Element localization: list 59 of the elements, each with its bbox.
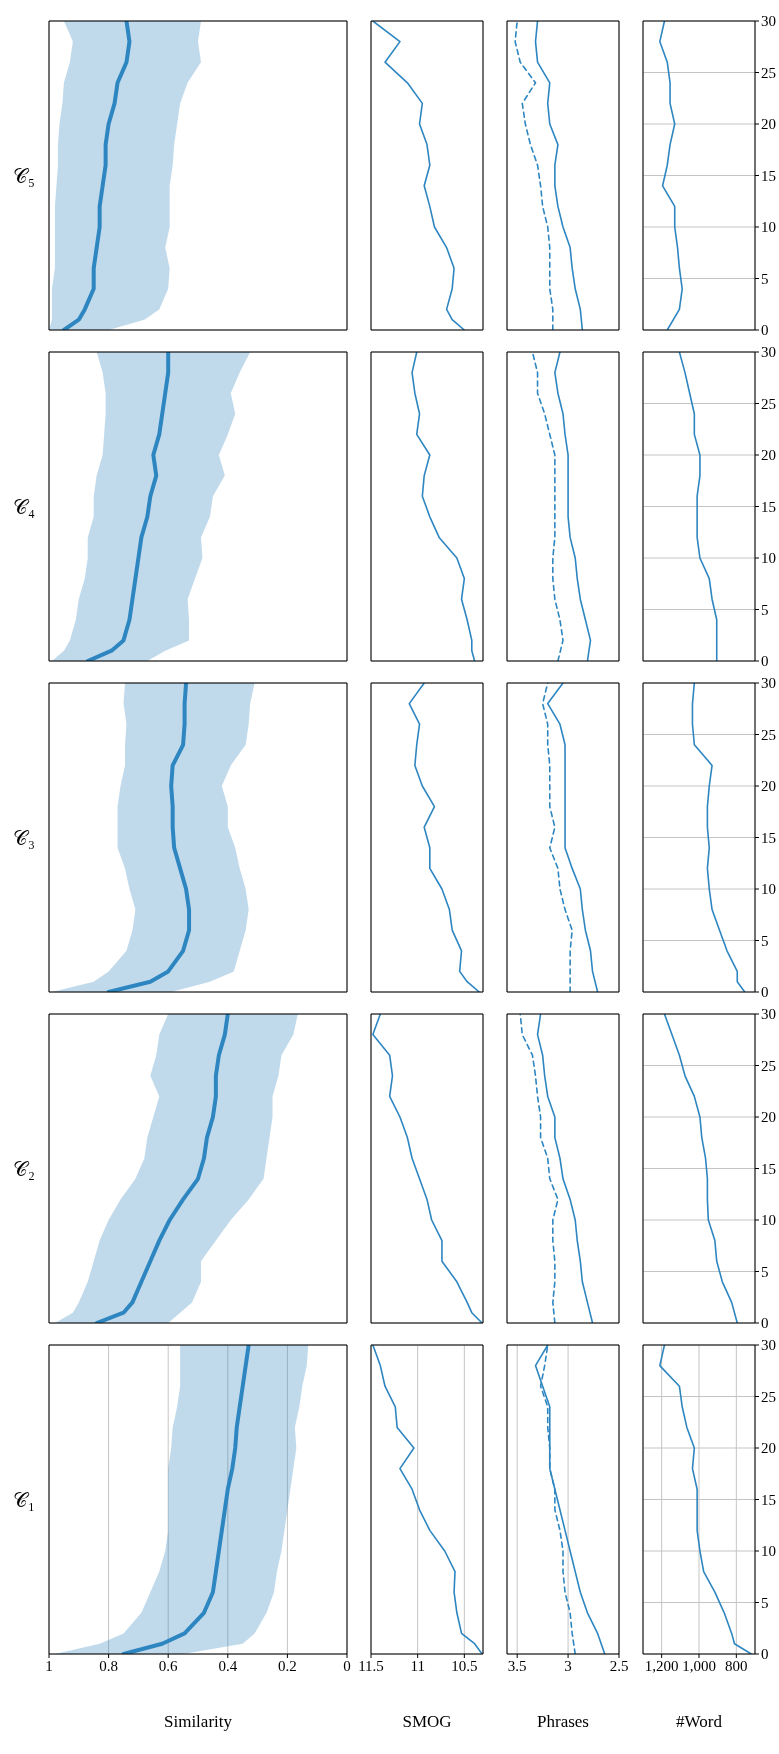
y-tick-label: 0 xyxy=(761,1646,769,1663)
y-tick-label: 15 xyxy=(761,829,776,846)
y-tick-label: 10 xyxy=(761,219,776,236)
y-tick-label: 20 xyxy=(761,1109,776,1126)
x-tick-label: 0.6 xyxy=(158,1657,179,1674)
x-tick-label: 2.5 xyxy=(609,1657,629,1674)
y-tick-label: 5 xyxy=(761,932,769,949)
x-tick-label: 0.4 xyxy=(218,1657,238,1674)
x-tick-label: 11.5 xyxy=(358,1657,384,1674)
y-tick-label: 25 xyxy=(761,64,776,81)
y-tick-label: 5 xyxy=(761,601,769,618)
x-tick-label: 11 xyxy=(410,1657,425,1674)
y-tick-label: 25 xyxy=(761,726,776,743)
y-tick-label: 5 xyxy=(761,270,769,287)
y-tick-label: 15 xyxy=(761,1491,776,1508)
y-tick-label: 0 xyxy=(761,322,769,339)
y-tick-label: 30 xyxy=(761,1006,776,1023)
text: 𝒞₄ xyxy=(13,495,35,518)
y-tick-label: 25 xyxy=(761,395,776,412)
text: 𝒞₁ xyxy=(13,1488,35,1511)
x-tick-label: 10.5 xyxy=(451,1657,478,1674)
x-tick-label: 1 xyxy=(45,1657,53,1674)
x-tick-label: 3.5 xyxy=(507,1657,527,1674)
y-tick-label: 25 xyxy=(761,1057,776,1074)
y-tick-label: 10 xyxy=(761,881,776,898)
y-tick-label: 20 xyxy=(761,116,776,133)
y-tick-label: 15 xyxy=(761,498,776,515)
y-tick-label: 30 xyxy=(761,675,776,692)
y-tick-label: 20 xyxy=(761,447,776,464)
y-tick-label: 10 xyxy=(761,550,776,567)
y-tick-label: 30 xyxy=(761,344,776,361)
y-tick-label: 15 xyxy=(761,167,776,184)
x-tick-label: 1,000 xyxy=(682,1657,716,1674)
x-axis-title: #Word xyxy=(676,1712,722,1732)
text: 𝒞₃ xyxy=(13,826,35,849)
y-tick-label: 5 xyxy=(761,1263,769,1280)
y-tick-label: 5 xyxy=(761,1594,769,1611)
x-tick-label: 0 xyxy=(343,1657,351,1674)
y-tick-label: 0 xyxy=(761,653,769,670)
x-tick-label: 1,200 xyxy=(644,1657,679,1674)
y-tick-label: 25 xyxy=(761,1388,776,1405)
y-tick-label: 10 xyxy=(761,1543,776,1560)
y-tick-label: 0 xyxy=(761,984,769,1001)
x-axis-title: Similarity xyxy=(164,1712,232,1732)
y-tick-label: 30 xyxy=(761,1337,776,1354)
y-tick-label: 20 xyxy=(761,1440,776,1457)
x-axis-title: Phrases xyxy=(537,1712,589,1732)
text: 𝒞₅ xyxy=(13,164,35,187)
x-tick-label: 800 xyxy=(725,1657,748,1674)
y-tick-label: 0 xyxy=(761,1315,769,1332)
y-tick-label: 20 xyxy=(761,778,776,795)
x-axis-title: SMOG xyxy=(402,1712,452,1732)
x-tick-label: 0.2 xyxy=(278,1657,297,1674)
y-tick-label: 15 xyxy=(761,1160,776,1177)
y-tick-label: 10 xyxy=(761,1212,776,1229)
x-tick-label: 0.8 xyxy=(99,1657,118,1674)
text: 𝒞₂ xyxy=(13,1157,35,1180)
y-tick-label: 30 xyxy=(761,13,776,30)
x-tick-label: 3 xyxy=(564,1657,572,1674)
